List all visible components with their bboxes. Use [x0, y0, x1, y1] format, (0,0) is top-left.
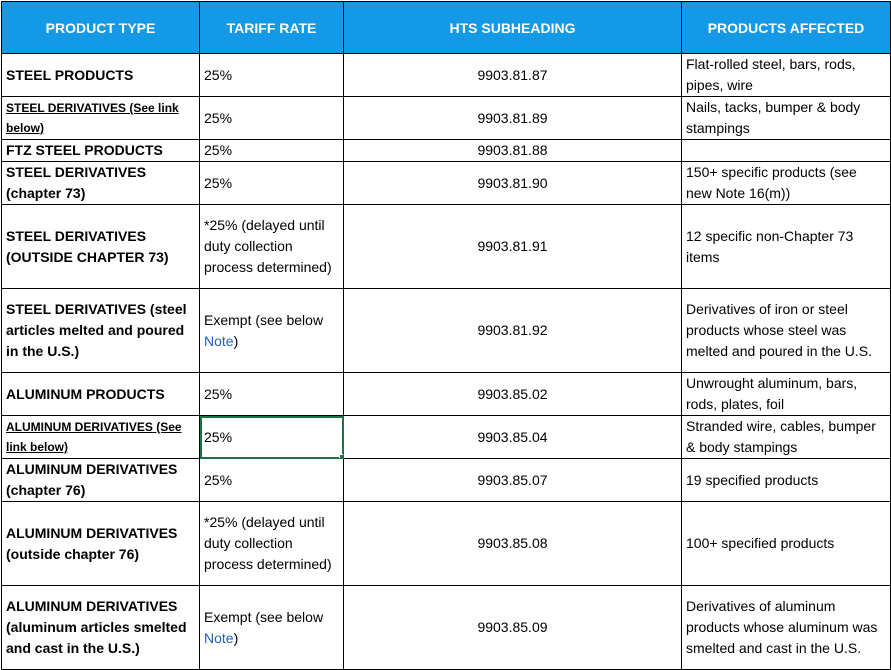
rate-text: Exempt (see below — [204, 311, 324, 328]
products-affected-cell[interactable]: Derivatives of iron or steel products wh… — [681, 288, 891, 373]
hts-subheading-cell[interactable]: 9903.81.92 — [343, 288, 682, 373]
hts-subheading-cell[interactable]: 9903.81.89 — [343, 96, 682, 140]
table-row: ALUMINUM DERIVATIVES (chapter 76) 25% 99… — [1, 458, 891, 502]
hts-subheading-cell[interactable]: 9903.81.90 — [343, 161, 682, 205]
table-row: STEEL DERIVATIVES (OUTSIDE CHAPTER 73) *… — [1, 204, 891, 289]
products-affected-cell[interactable]: Unwrought aluminum, bars, rods, plates, … — [681, 372, 891, 416]
product-type-cell[interactable]: STEEL DERIVATIVES (See link below) — [1, 96, 200, 140]
product-type-cell[interactable]: ALUMINUM DERIVATIVES (chapter 76) — [1, 458, 200, 502]
tariff-rate-cell[interactable]: 25% — [199, 53, 344, 97]
table-row: STEEL DERIVATIVES (See link below) 25% 9… — [1, 96, 891, 140]
tariff-rate-cell[interactable]: Exempt (see below Note) — [199, 288, 344, 373]
products-affected-cell[interactable]: Stranded wire, cables, bumper & body sta… — [681, 415, 891, 459]
products-affected-cell[interactable]: 12 specific non-Chapter 73 items — [681, 204, 891, 289]
hts-subheading-cell[interactable]: 9903.85.04 — [343, 415, 682, 459]
table-row: ALUMINUM DERIVATIVES (aluminum articles … — [1, 585, 891, 670]
products-affected-cell[interactable]: Nails, tacks, bumper & body stampings — [681, 96, 891, 140]
note-link[interactable]: Note — [204, 629, 234, 646]
product-type-cell[interactable]: ALUMINUM DERIVATIVES (outside chapter 76… — [1, 501, 200, 586]
product-type-cell[interactable]: STEEL PRODUCTS — [1, 53, 200, 97]
tariff-rate-cell[interactable]: 25% — [199, 96, 344, 140]
products-affected-cell[interactable]: Derivatives of aluminum products whose a… — [681, 585, 891, 670]
rate-text-tail: ) — [233, 629, 239, 646]
header-hts-subheading[interactable]: HTS SUBHEADING — [343, 1, 682, 54]
rate-text-tail: ) — [233, 332, 239, 349]
products-affected-cell[interactable]: Flat-rolled steel, bars, rods, pipes, wi… — [681, 53, 891, 97]
hts-subheading-cell[interactable]: 9903.85.09 — [343, 585, 682, 670]
header-products-affected[interactable]: PRODUCTS AFFECTED — [681, 1, 891, 54]
table-row: ALUMINUM DERIVATIVES (See link below) 25… — [1, 415, 891, 459]
table-row: FTZ STEEL PRODUCTS 25% 9903.81.88 — [1, 139, 891, 162]
hts-subheading-cell[interactable]: 9903.81.88 — [343, 139, 682, 162]
product-type-cell[interactable]: STEEL DERIVATIVES (OUTSIDE CHAPTER 73) — [1, 204, 200, 289]
product-type-cell[interactable]: STEEL DERIVATIVES (chapter 73) — [1, 161, 200, 205]
tariff-rate-cell[interactable]: Exempt (see below Note) — [199, 585, 344, 670]
header-product-type[interactable]: PRODUCT TYPE — [1, 1, 200, 54]
hts-subheading-cell[interactable]: 9903.85.02 — [343, 372, 682, 416]
product-type-cell[interactable]: FTZ STEEL PRODUCTS — [1, 139, 200, 162]
product-type-cell[interactable]: STEEL DERIVATIVES (steel articles melted… — [1, 288, 200, 373]
products-affected-cell[interactable]: 150+ specific products (see new Note 16(… — [681, 161, 891, 205]
tariff-rate-cell[interactable]: 25% — [199, 161, 344, 205]
table-row: ALUMINUM DERIVATIVES (outside chapter 76… — [1, 501, 891, 586]
products-affected-cell[interactable] — [681, 139, 891, 162]
tariff-rate-cell[interactable]: 25% — [199, 372, 344, 416]
hts-subheading-cell[interactable]: 9903.85.08 — [343, 501, 682, 586]
hts-subheading-cell[interactable]: 9903.81.87 — [343, 53, 682, 97]
table-row: STEEL DERIVATIVES (chapter 73) 25% 9903.… — [1, 161, 891, 205]
tariff-rate-cell[interactable]: *25% (delayed until duty collection proc… — [199, 501, 344, 586]
product-type-cell[interactable]: ALUMINUM DERIVATIVES (See link below) — [1, 415, 200, 459]
tariff-rate-cell[interactable]: *25% (delayed until duty collection proc… — [199, 204, 344, 289]
table-row: ALUMINUM PRODUCTS 25% 9903.85.02 Unwroug… — [1, 372, 891, 416]
product-type-cell[interactable]: ALUMINUM PRODUCTS — [1, 372, 200, 416]
note-link[interactable]: Note — [204, 332, 234, 349]
hts-subheading-cell[interactable]: 9903.81.91 — [343, 204, 682, 289]
product-type-cell[interactable]: ALUMINUM DERIVATIVES (aluminum articles … — [1, 585, 200, 670]
tariff-rate-cell-selected[interactable]: 25% — [199, 415, 344, 459]
table-row: STEEL PRODUCTS 25% 9903.81.87 Flat-rolle… — [1, 53, 891, 97]
hts-subheading-cell[interactable]: 9903.85.07 — [343, 458, 682, 502]
products-affected-cell[interactable]: 100+ specified products — [681, 501, 891, 586]
header-tariff-rate[interactable]: TARIFF RATE — [199, 1, 344, 54]
tariff-rate-cell[interactable]: 25% — [199, 458, 344, 502]
tariff-rate-cell[interactable]: 25% — [199, 139, 344, 162]
rate-text: Exempt (see below — [204, 608, 324, 625]
products-affected-cell[interactable]: 19 specified products — [681, 458, 891, 502]
table-row: STEEL DERIVATIVES (steel articles melted… — [1, 288, 891, 373]
header-row: PRODUCT TYPE TARIFF RATE HTS SUBHEADING … — [1, 1, 891, 54]
